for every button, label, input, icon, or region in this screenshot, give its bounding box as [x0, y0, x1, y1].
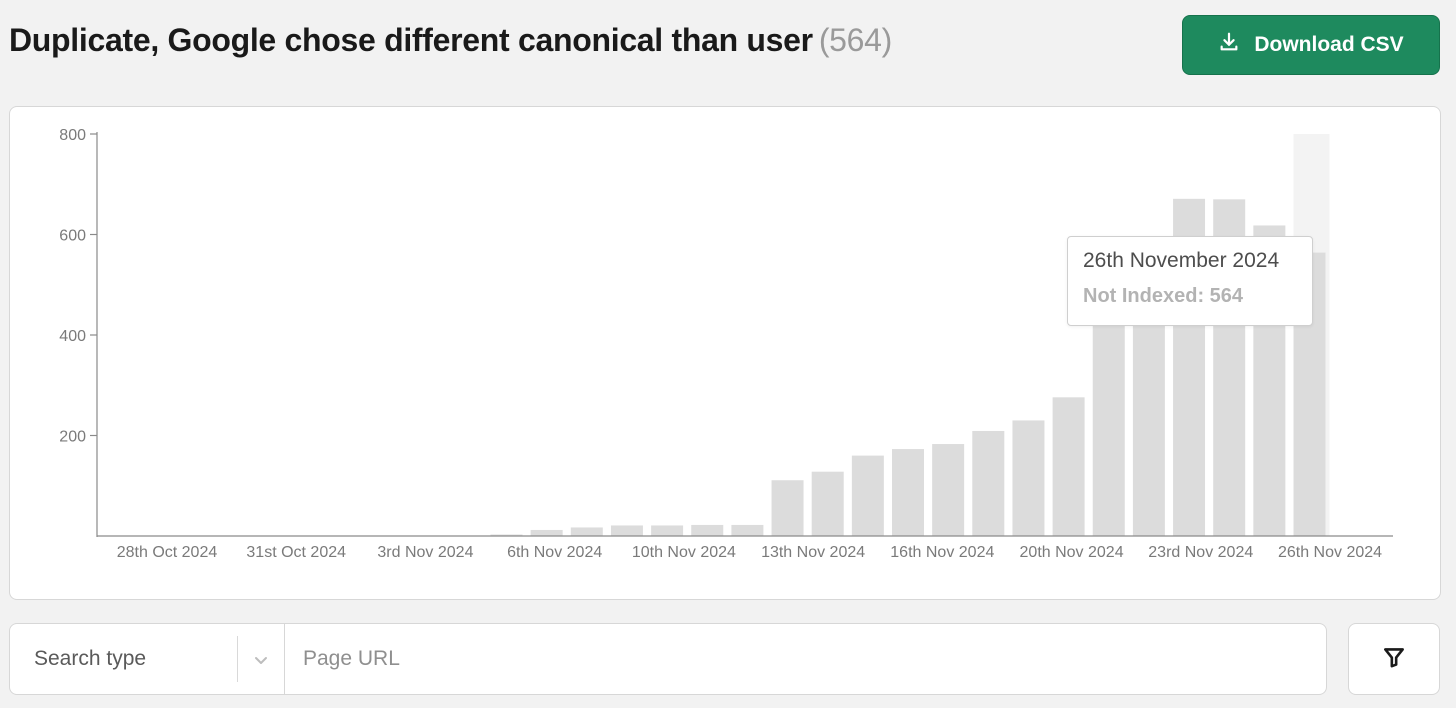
chart-bar: [932, 444, 965, 536]
chart-bar: [1012, 420, 1045, 536]
download-csv-button[interactable]: Download CSV: [1182, 15, 1440, 75]
chart-bar: [530, 529, 563, 536]
filter-icon: [1381, 644, 1407, 675]
select-divider: [237, 636, 238, 682]
y-tick-label: 200: [59, 429, 86, 446]
chart-bar: [651, 525, 684, 536]
download-icon: [1218, 31, 1240, 59]
chart-tooltip: 26th November 2024 Not Indexed: 564: [1067, 236, 1313, 326]
x-tick-label: 23rd Nov 2024: [1148, 544, 1253, 561]
chart-bar: [1092, 324, 1125, 536]
y-tick-label: 600: [59, 228, 86, 245]
chart-bar: [490, 534, 523, 536]
x-tick-label: 31st Oct 2024: [246, 544, 346, 561]
chart-bar: [731, 524, 764, 536]
page-url-input[interactable]: [285, 624, 1326, 694]
result-count: (564): [818, 22, 893, 58]
chart-bar: [691, 524, 724, 536]
tooltip-value: Not Indexed: 564: [1083, 285, 1244, 307]
x-tick-label: 16th Nov 2024: [890, 544, 994, 561]
filter-button[interactable]: [1348, 623, 1440, 695]
search-bar: Search type: [9, 623, 1327, 695]
chart-bar: [892, 449, 924, 536]
x-tick-label: 28th Oct 2024: [117, 544, 218, 561]
chart-bar: [811, 471, 844, 536]
x-tick-label: 26th Nov 2024: [1278, 544, 1382, 561]
page-title-text: Duplicate, Google chose different canoni…: [9, 22, 813, 58]
y-tick-label: 800: [59, 127, 86, 144]
page-title: Duplicate, Google chose different canoni…: [9, 22, 892, 59]
chart-bar: [771, 480, 804, 536]
tooltip-date: 26th November 2024: [1083, 249, 1280, 272]
chart-bar: [972, 430, 1005, 536]
chart-bar: [570, 527, 603, 536]
bar-chart: 200 400 600 800 28th Oct 2024 31st Oct 2024 3r…: [59, 127, 1393, 561]
y-tick-label: 400: [59, 328, 86, 345]
x-tick-label: 10th Nov 2024: [632, 544, 736, 561]
chart-bar: [851, 455, 884, 536]
chart-bar: [1052, 397, 1085, 536]
download-csv-label: Download CSV: [1254, 33, 1404, 56]
chart-card: 200 400 600 800 28th Oct 2024 31st Oct 2024 3r…: [9, 106, 1441, 600]
x-tick-label: 6th Nov 2024: [507, 544, 602, 561]
chart-bar: [610, 525, 643, 536]
x-tick-label: 13th Nov 2024: [761, 544, 865, 561]
x-tick-label: 3rd Nov 2024: [377, 544, 473, 561]
x-tick-label: 20th Nov 2024: [1020, 544, 1124, 561]
chevron-down-icon: [252, 651, 270, 669]
search-type-select[interactable]: Search type: [10, 624, 285, 694]
search-type-label: Search type: [34, 647, 147, 670]
chart-bar: [1132, 324, 1165, 536]
